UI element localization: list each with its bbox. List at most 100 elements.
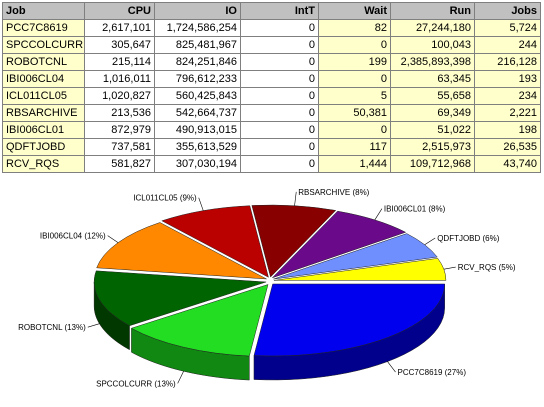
cell-wait: 0 (318, 121, 391, 139)
cell-job: IBI006CL04 (2, 70, 85, 88)
header-run: Run (390, 2, 475, 20)
table-row: RBSARCHIVE 213,536 542,664,737 0 50,381 69,34… (2, 104, 541, 122)
table-row: ICL011CL05 1,020,827 560,425,843 0 5 55,658 23… (2, 87, 541, 105)
job-table: Job CPU IO IntT Wait Run Jobs PCC7C8619 2… (2, 2, 541, 173)
header-cpu: CPU (84, 2, 155, 20)
header-io: IO (154, 2, 241, 20)
pie-slice (273, 233, 438, 280)
cell-cpu: 215,114 (84, 53, 155, 71)
cell-run: 63,345 (390, 70, 475, 88)
pie-label: SPCCOLCURR (13%) (96, 379, 176, 388)
cell-intt: 0 (240, 70, 319, 88)
cell-wait: 0 (318, 36, 391, 54)
cell-io: 796,612,233 (154, 70, 241, 88)
table-header-row: Job CPU IO IntT Wait Run Jobs (2, 2, 541, 20)
cell-io: 355,613,529 (154, 138, 241, 156)
pie-leader-line (198, 197, 204, 211)
cell-jobs: 5,724 (474, 19, 541, 37)
cell-cpu: 1,020,827 (84, 87, 155, 105)
cell-io: 307,030,194 (154, 155, 241, 173)
table-row: SPCCOLCURR 305,647 825,481,967 0 0 100,043 244 (2, 36, 541, 54)
cell-run: 69,349 (390, 104, 475, 122)
cell-intt: 0 (240, 138, 319, 156)
pie-slice (272, 210, 407, 279)
pie-label: ICL011CL05 (9%) (133, 194, 197, 203)
cell-job: RCV_RQS (2, 155, 85, 173)
pie-label: IBI006CL04 (12%) (40, 232, 106, 241)
pie-slice (161, 205, 269, 278)
cell-intt: 0 (240, 155, 319, 173)
cell-job: RBSARCHIVE (2, 104, 85, 122)
cell-jobs: 193 (474, 70, 541, 88)
pie-leader-line (443, 266, 456, 270)
cell-jobs: 234 (474, 87, 541, 105)
cell-io: 1,724,586,254 (154, 19, 241, 37)
cell-wait: 117 (318, 138, 391, 156)
cell-intt: 0 (240, 104, 319, 122)
cell-wait: 199 (318, 53, 391, 71)
cell-wait: 5 (318, 87, 391, 105)
pie-slice (93, 270, 267, 327)
cell-job: SPCCOLCURR (2, 36, 85, 54)
cell-run: 2,515,973 (390, 138, 475, 156)
pie-chart: PCC7C8619 (27%) SPCCOLCURR (13%) ROBOTCNL … (18, 188, 516, 389)
pie-label: ROBOTCNL (13%) (18, 323, 86, 332)
cell-io: 560,425,843 (154, 87, 241, 105)
header-intt: IntT (240, 2, 319, 20)
cell-cpu: 581,827 (84, 155, 155, 173)
cell-wait: 82 (318, 19, 391, 37)
cell-run: 27,244,180 (390, 19, 475, 37)
cell-intt: 0 (240, 87, 319, 105)
pie-slice (273, 258, 447, 281)
pie-label: RBSARCHIVE (8%) (298, 188, 369, 197)
cell-run: 100,043 (390, 36, 475, 54)
table-row: ROBOTCNL 215,114 824,251,846 0 199 2,385,893,… (2, 53, 541, 71)
pie-leader-line (387, 361, 396, 373)
cell-wait: 50,381 (318, 104, 391, 122)
cell-run: 55,658 (390, 87, 475, 105)
pie-leader-line (177, 371, 184, 384)
cell-intt: 0 (240, 36, 319, 54)
cell-io: 542,664,737 (154, 104, 241, 122)
pie-slice (253, 283, 445, 357)
cell-cpu: 305,647 (84, 36, 155, 54)
table-row: IBI006CL04 1,016,011 796,612,233 0 0 63,345 19… (2, 70, 541, 88)
cell-jobs: 26,535 (474, 138, 541, 156)
table-row: IBI006CL01 872,979 490,913,015 0 0 51,022 198 (2, 121, 541, 139)
cell-cpu: 1,016,011 (84, 70, 155, 88)
pie-leader-line (87, 323, 100, 328)
cell-cpu: 872,979 (84, 121, 155, 139)
pie-label: RCV_RQS (5%) (458, 263, 516, 272)
cell-jobs: 244 (474, 36, 541, 54)
cell-intt: 0 (240, 19, 319, 37)
cell-wait: 1,444 (318, 155, 391, 173)
pie-leader-line (374, 208, 383, 221)
cell-cpu: 213,536 (84, 104, 155, 122)
cell-wait: 0 (318, 70, 391, 88)
cell-job: ROBOTCNL (2, 53, 85, 71)
header-job: Job (2, 2, 85, 20)
pie-label: QDFTJOBD (6%) (437, 234, 500, 243)
cell-io: 824,251,846 (154, 53, 241, 71)
cell-cpu: 2,617,101 (84, 19, 155, 37)
pie-leader-line (107, 235, 119, 243)
cell-io: 490,913,015 (154, 121, 241, 139)
header-wait: Wait (318, 2, 391, 20)
cell-cpu: 737,581 (84, 138, 155, 156)
cell-job: ICL011CL05 (2, 87, 85, 105)
pie-slice (251, 204, 337, 278)
cell-intt: 0 (240, 53, 319, 71)
table-row: PCC7C8619 2,617,101 1,724,586,254 0 82 27,244… (2, 19, 541, 37)
cell-io: 825,481,967 (154, 36, 241, 54)
cell-job: PCC7C8619 (2, 19, 85, 37)
table-row: QDFTJOBD 737,581 355,613,529 0 117 2,515,973 2… (2, 138, 541, 156)
cell-jobs: 43,740 (474, 155, 541, 173)
table-body: PCC7C8619 2,617,101 1,724,586,254 0 82 27,244… (2, 19, 541, 173)
pie-label: PCC7C8619 (27%) (398, 368, 467, 377)
pie-slice (130, 284, 269, 357)
cell-job: QDFTJOBD (2, 138, 85, 156)
pie-label: IBI006CL01 (8%) (384, 205, 446, 214)
pie-leader-line (294, 191, 297, 206)
cell-intt: 0 (240, 121, 319, 139)
